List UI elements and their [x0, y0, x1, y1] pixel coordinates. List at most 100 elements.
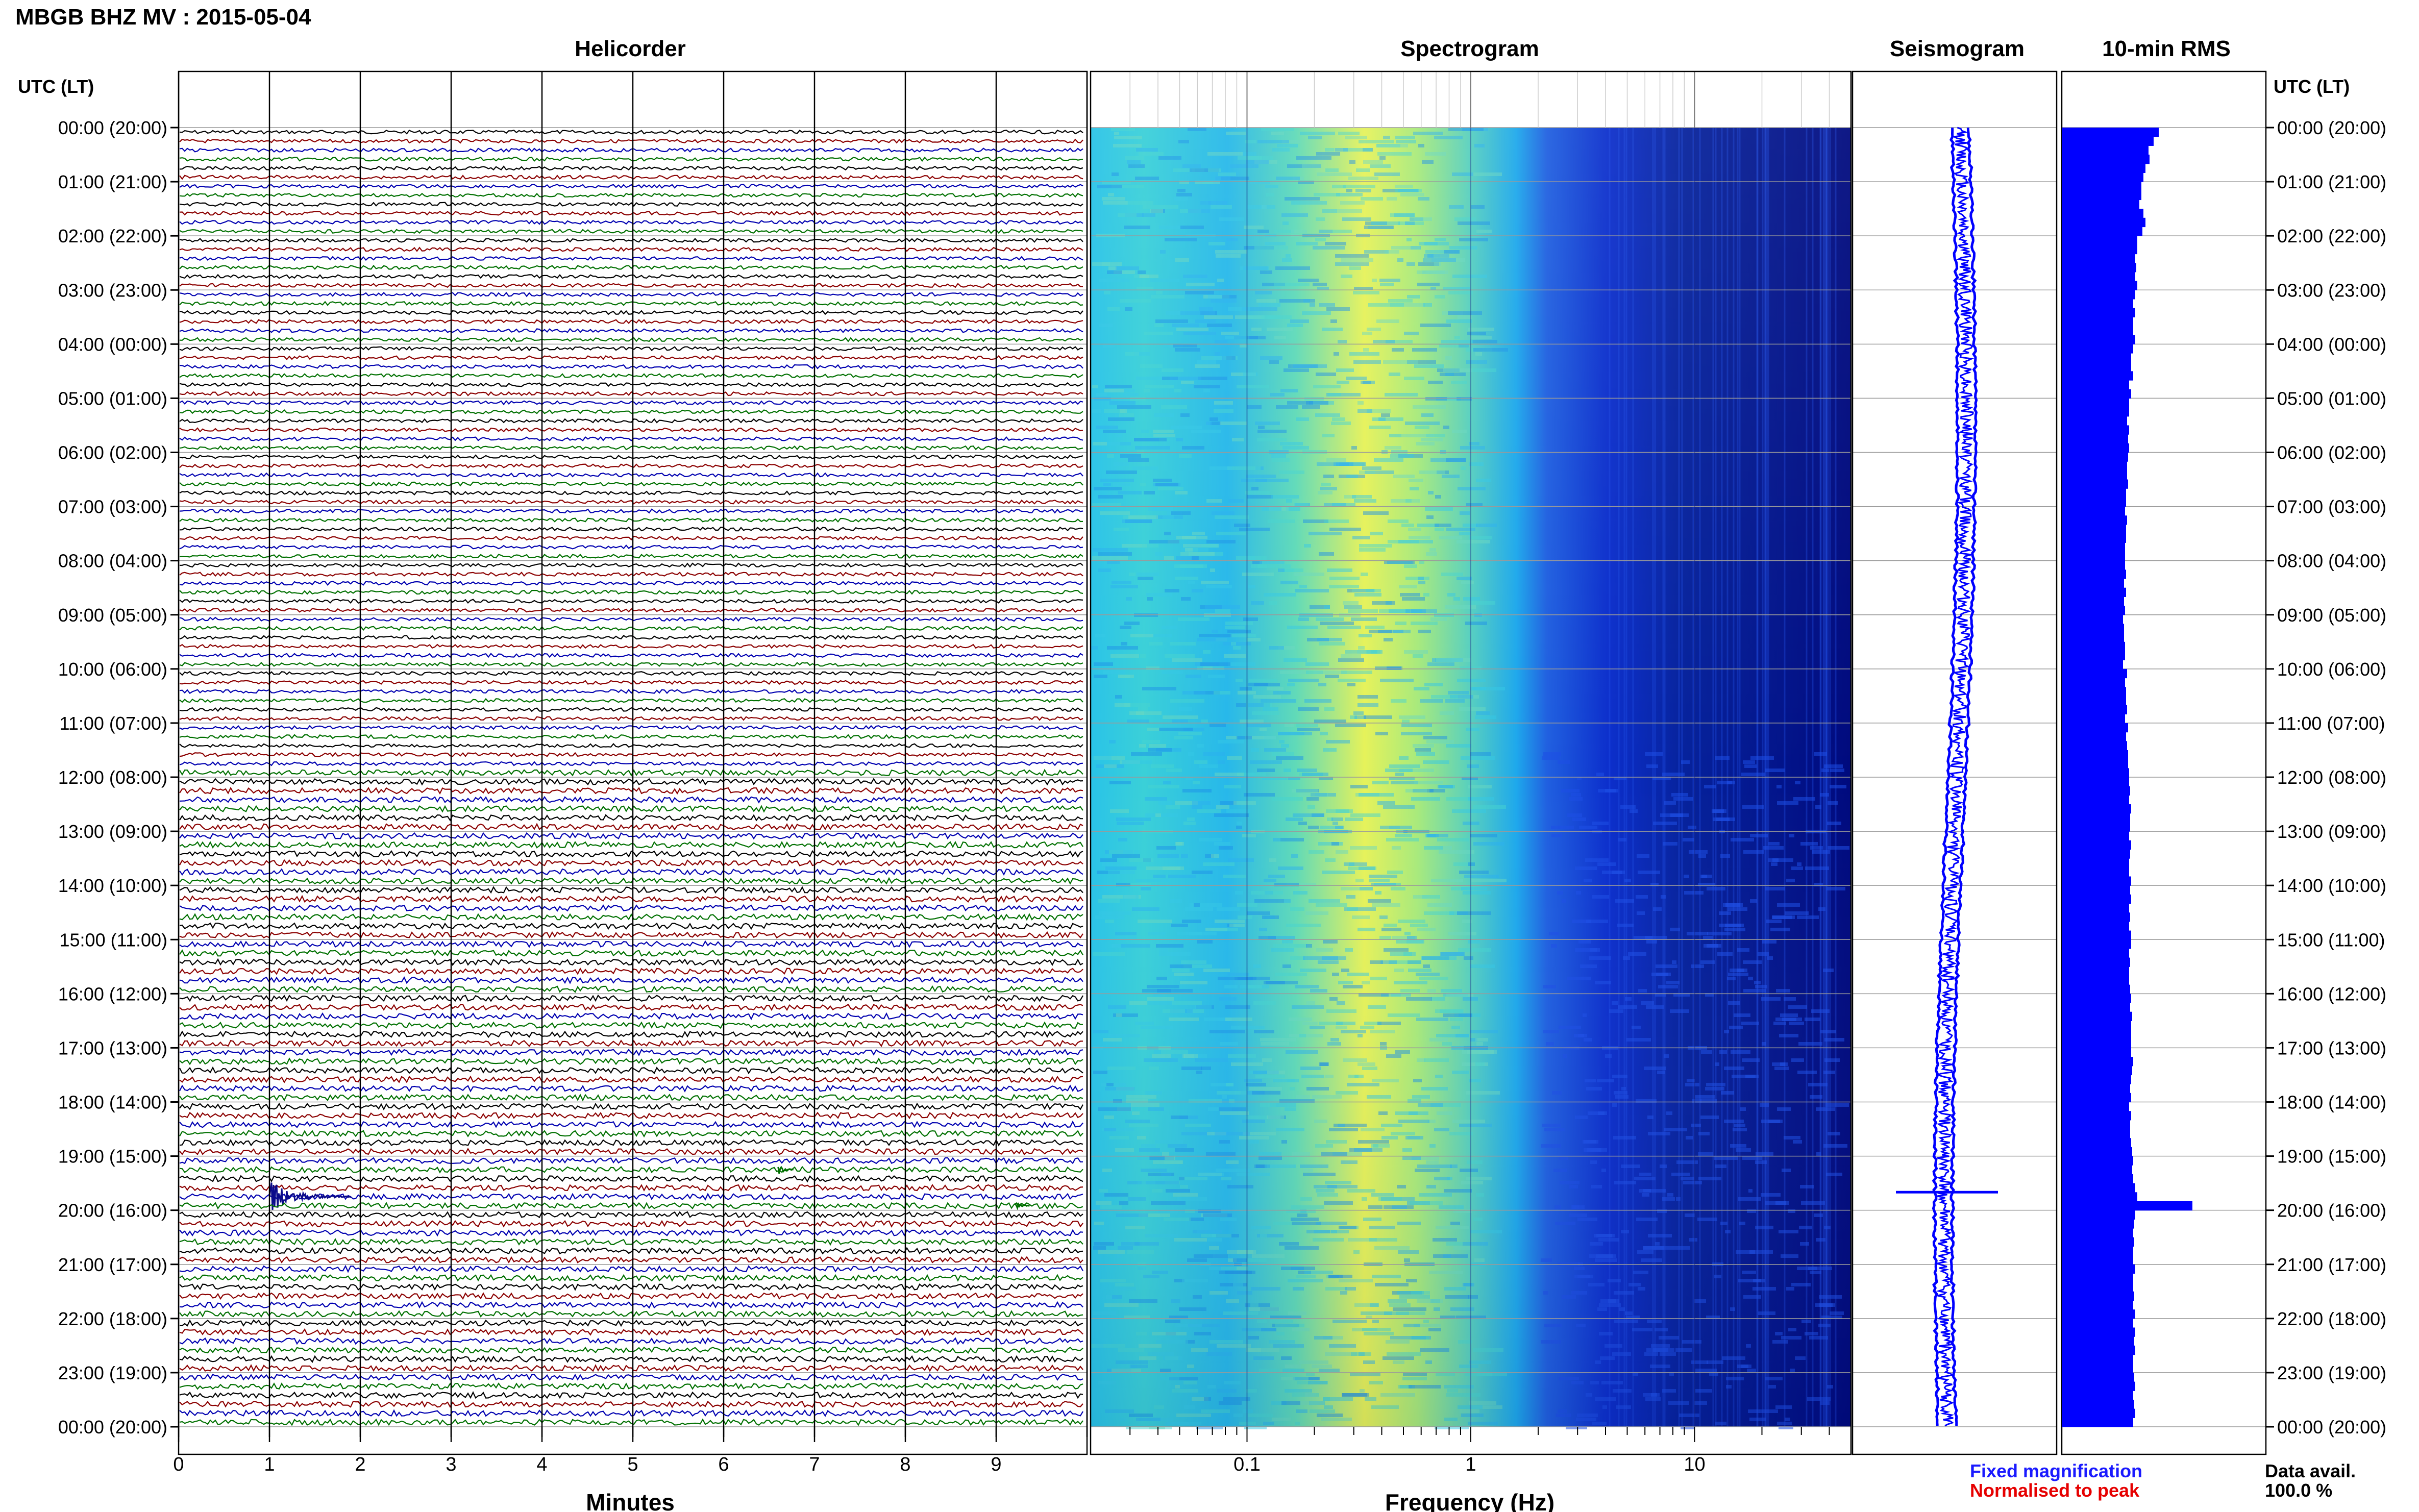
- hour-label-right: 11:00 (07:00): [2277, 713, 2385, 734]
- helicorder-row-trace: [179, 219, 1083, 225]
- rms-bar: [2062, 1300, 2133, 1310]
- legend-normalised-to-peak: Normalised to peak: [1970, 1480, 2140, 1501]
- hour-label-right: 18:00 (14:00): [2277, 1092, 2386, 1113]
- helicorder-row-trace: [179, 1265, 1083, 1273]
- rms-bar: [2062, 299, 2133, 309]
- helicorder-row-trace: [179, 454, 1083, 460]
- helicorder-row-trace: [179, 246, 1083, 252]
- helicorder-row-trace: [179, 1111, 1083, 1120]
- hour-label-left: 09:00 (05:00): [58, 605, 167, 626]
- rms-bar: [2062, 569, 2126, 579]
- helicorder-row-trace: [179, 994, 1083, 1002]
- minute-tick-label: 6: [718, 1454, 729, 1475]
- rms-bar: [2062, 155, 2150, 164]
- hour-label-right: 07:00 (03:00): [2277, 497, 2386, 517]
- rms-bar: [2062, 687, 2126, 697]
- helicorder-row-trace: [179, 1102, 1083, 1111]
- hour-label-left: 23:00 (19:00): [58, 1362, 167, 1383]
- rms-bar: [2062, 1011, 2132, 1021]
- rms-bar: [2062, 903, 2129, 913]
- rms-bar: [2062, 641, 2125, 652]
- rms-bar: [2062, 506, 2125, 516]
- rms-bar: [2062, 1354, 2133, 1364]
- helicorder-row-trace: [179, 967, 1083, 975]
- minutes-axis-label: Minutes: [586, 1489, 675, 1512]
- hour-label-right: 15:00 (11:00): [2277, 929, 2385, 950]
- hour-label-right: 17:00 (13:00): [2277, 1037, 2386, 1058]
- rms-bar: [2062, 136, 2154, 146]
- rms-bar: [2062, 1237, 2134, 1247]
- rms-bar: [2062, 497, 2126, 507]
- rms-bar: [2062, 533, 2126, 543]
- rms-bar: [2062, 416, 2127, 426]
- helicorder-row-trace: [179, 517, 1083, 523]
- data-avail-label: Data avail.: [2265, 1460, 2356, 1481]
- rms-bar: [2062, 994, 2131, 1003]
- rms-bar: [2062, 1138, 2131, 1148]
- helicorder-row-trace: [179, 183, 1083, 189]
- rms-bar: [2062, 1381, 2135, 1391]
- hour-label-right: 08:00 (04:00): [2277, 551, 2386, 572]
- helicorder-row-trace: [179, 256, 1083, 261]
- frequency-tick-label: 10: [1684, 1454, 1705, 1475]
- hour-label-left: 08:00 (04:00): [58, 551, 167, 572]
- hour-label-right: 23:00 (19:00): [2277, 1362, 2386, 1383]
- rms-bar: [2062, 308, 2135, 317]
- helicorder-row-trace: [179, 786, 1083, 795]
- helicorder-row-trace: [179, 572, 1083, 577]
- hour-label-right: 10:00 (06:00): [2277, 659, 2386, 680]
- rms-bar: [2062, 344, 2133, 354]
- helicorder-row-trace: [179, 192, 1083, 198]
- rms-bar: [2062, 326, 2133, 336]
- minute-tick-label: 2: [355, 1454, 365, 1475]
- helicorder-row-trace: [179, 130, 1083, 135]
- hour-label-right: 00:00 (20:00): [2277, 1417, 2386, 1437]
- rms-bar: [2062, 1291, 2134, 1301]
- hour-label-right: 06:00 (02:00): [2277, 442, 2386, 463]
- hour-label-right: 00:00 (20:00): [2277, 117, 2386, 138]
- rms-bar: [2062, 1147, 2132, 1157]
- rms-bar: [2062, 1210, 2135, 1220]
- hour-label-right: 09:00 (05:00): [2277, 605, 2386, 626]
- hour-label-right: 14:00 (10:00): [2277, 875, 2386, 896]
- rms-bar: [2062, 858, 2129, 868]
- rms-bar: [2062, 768, 2129, 778]
- helicorder-row-trace: [179, 680, 1083, 685]
- helicorder-row-trace: [179, 1237, 1083, 1246]
- minute-tick-label: 5: [627, 1454, 638, 1475]
- rms-bar: [2062, 353, 2131, 363]
- rms-bar: [2062, 1372, 2134, 1382]
- helicorder-row-trace: [179, 580, 1083, 586]
- rms-bar: [2062, 551, 2125, 561]
- helicorder-row-trace: [179, 1021, 1083, 1029]
- helicorder-row-trace: [179, 904, 1083, 912]
- hour-label-left: 21:00 (17:00): [58, 1254, 167, 1275]
- spectrogram-cell: [1126, 1426, 1141, 1429]
- hour-label-left: 13:00 (09:00): [58, 821, 167, 842]
- rms-bar: [2062, 1156, 2133, 1166]
- helicorder-row-trace: [179, 922, 1083, 930]
- helicorder-row-trace: [179, 1066, 1083, 1075]
- rms-bar: [2062, 254, 2135, 263]
- helicorder-row-trace: [179, 778, 1083, 786]
- helicorder-row-trace: [179, 1391, 1083, 1399]
- helicorder-row-trace: [179, 165, 1083, 171]
- rms-bar: [2062, 263, 2136, 272]
- rms-bar: [2062, 876, 2131, 886]
- rms-title: 10-min RMS: [2102, 36, 2231, 61]
- helicorder-row-trace: [179, 707, 1083, 712]
- helicorder-row-trace: [179, 1166, 1083, 1174]
- rms-bar: [2062, 668, 2127, 679]
- helicorder-row-trace: [179, 364, 1083, 369]
- rms-bar: [2062, 1183, 2135, 1193]
- helicorder-row-trace: [179, 1138, 1083, 1147]
- hour-label-left: 00:00 (20:00): [58, 1417, 167, 1437]
- utc-label-left: UTC (LT): [18, 76, 94, 97]
- seismogram-wiggle: [1934, 127, 1974, 1427]
- rms-bar: [2062, 488, 2126, 498]
- rms-bar: [2062, 524, 2126, 534]
- helicorder-row-trace: [179, 643, 1083, 649]
- helicorder-row-trace: [179, 211, 1083, 216]
- helicorder-row-trace: [179, 1373, 1083, 1381]
- helicorder-row-trace: [179, 913, 1083, 921]
